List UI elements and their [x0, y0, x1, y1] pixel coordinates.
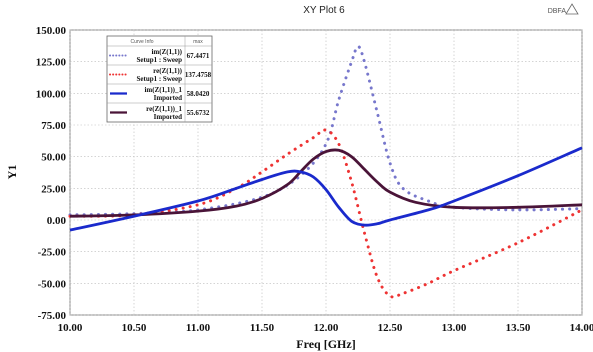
- x-tick-label: 13.50: [506, 322, 531, 334]
- legend-entry-source: Imported: [154, 94, 182, 102]
- y-axis-label: Y1: [5, 165, 19, 180]
- y-tick-label: 50.00: [41, 152, 66, 164]
- x-tick-label: 13.00: [442, 322, 467, 334]
- series-layer: [68, 44, 584, 299]
- y-tick-label: 25.00: [41, 183, 66, 195]
- x-tick-label: 12.50: [378, 322, 403, 334]
- x-tick-label: 10.50: [122, 322, 147, 334]
- legend-entry-source: Imported: [154, 113, 182, 121]
- legend-entry-name: re(Z(1,1))_1: [146, 105, 182, 113]
- legend-entry-source: Setup1 : Sweep: [136, 75, 182, 83]
- legend-entry-source: Setup1 : Sweep: [136, 56, 182, 64]
- legend-entry-name: im(Z(1,1)): [151, 48, 182, 56]
- legend-header-max: max: [193, 39, 203, 45]
- x-tick-label: 11.50: [250, 322, 275, 334]
- y-tick-label: 100.00: [36, 88, 67, 100]
- y-tick-label: -25.00: [38, 247, 67, 259]
- y-tick-label: 0.00: [47, 215, 67, 227]
- brand-logo-text: DBFA: [548, 8, 567, 15]
- x-tick-label: 11.00: [186, 322, 211, 334]
- x-tick-label: 10.00: [58, 322, 83, 334]
- legend-header-curve: Curve Info: [130, 39, 153, 45]
- x-axis-ticks: 10.00 10.50 11.00 11.50 12.00 12.50 13.00 13.50…: [58, 322, 593, 334]
- series-line-im(Z(1,1))_1: [69, 146, 583, 232]
- y-tick-label: -75.00: [38, 310, 67, 322]
- legend-entry-max: 58.0420: [187, 90, 210, 98]
- legend-entry-max: 55.6732: [187, 109, 210, 117]
- y-axis-ticks: 150.00 125.00 100.00 75.00 50.00 25.00 0.00 -25…: [36, 25, 67, 322]
- x-axis-label: Freq [GHz]: [296, 337, 355, 351]
- series-line-re(Z(1,1))_1: [69, 148, 583, 218]
- y-tick-label: 150.00: [36, 25, 67, 37]
- x-tick-label: 14.00: [570, 322, 593, 334]
- y-tick-label: 75.00: [41, 120, 66, 132]
- legend-entry-max: 67.4471: [187, 52, 210, 60]
- y-tick-label: 125.00: [36, 57, 67, 69]
- brand-logo-icon: [565, 3, 579, 15]
- legend-box: [106, 35, 213, 123]
- legend-entry-name: re(Z(1,1)): [153, 67, 182, 75]
- y-tick-label: -50.00: [38, 278, 67, 290]
- x-tick-label: 12.00: [314, 322, 339, 334]
- legend-entry-name: im(Z(1,1))_1: [144, 86, 182, 94]
- chart-title: XY Plot 6: [303, 5, 345, 16]
- legend-entry-max: 137.4758: [185, 71, 212, 79]
- series-line-im(Z(1,1)): [68, 44, 584, 217]
